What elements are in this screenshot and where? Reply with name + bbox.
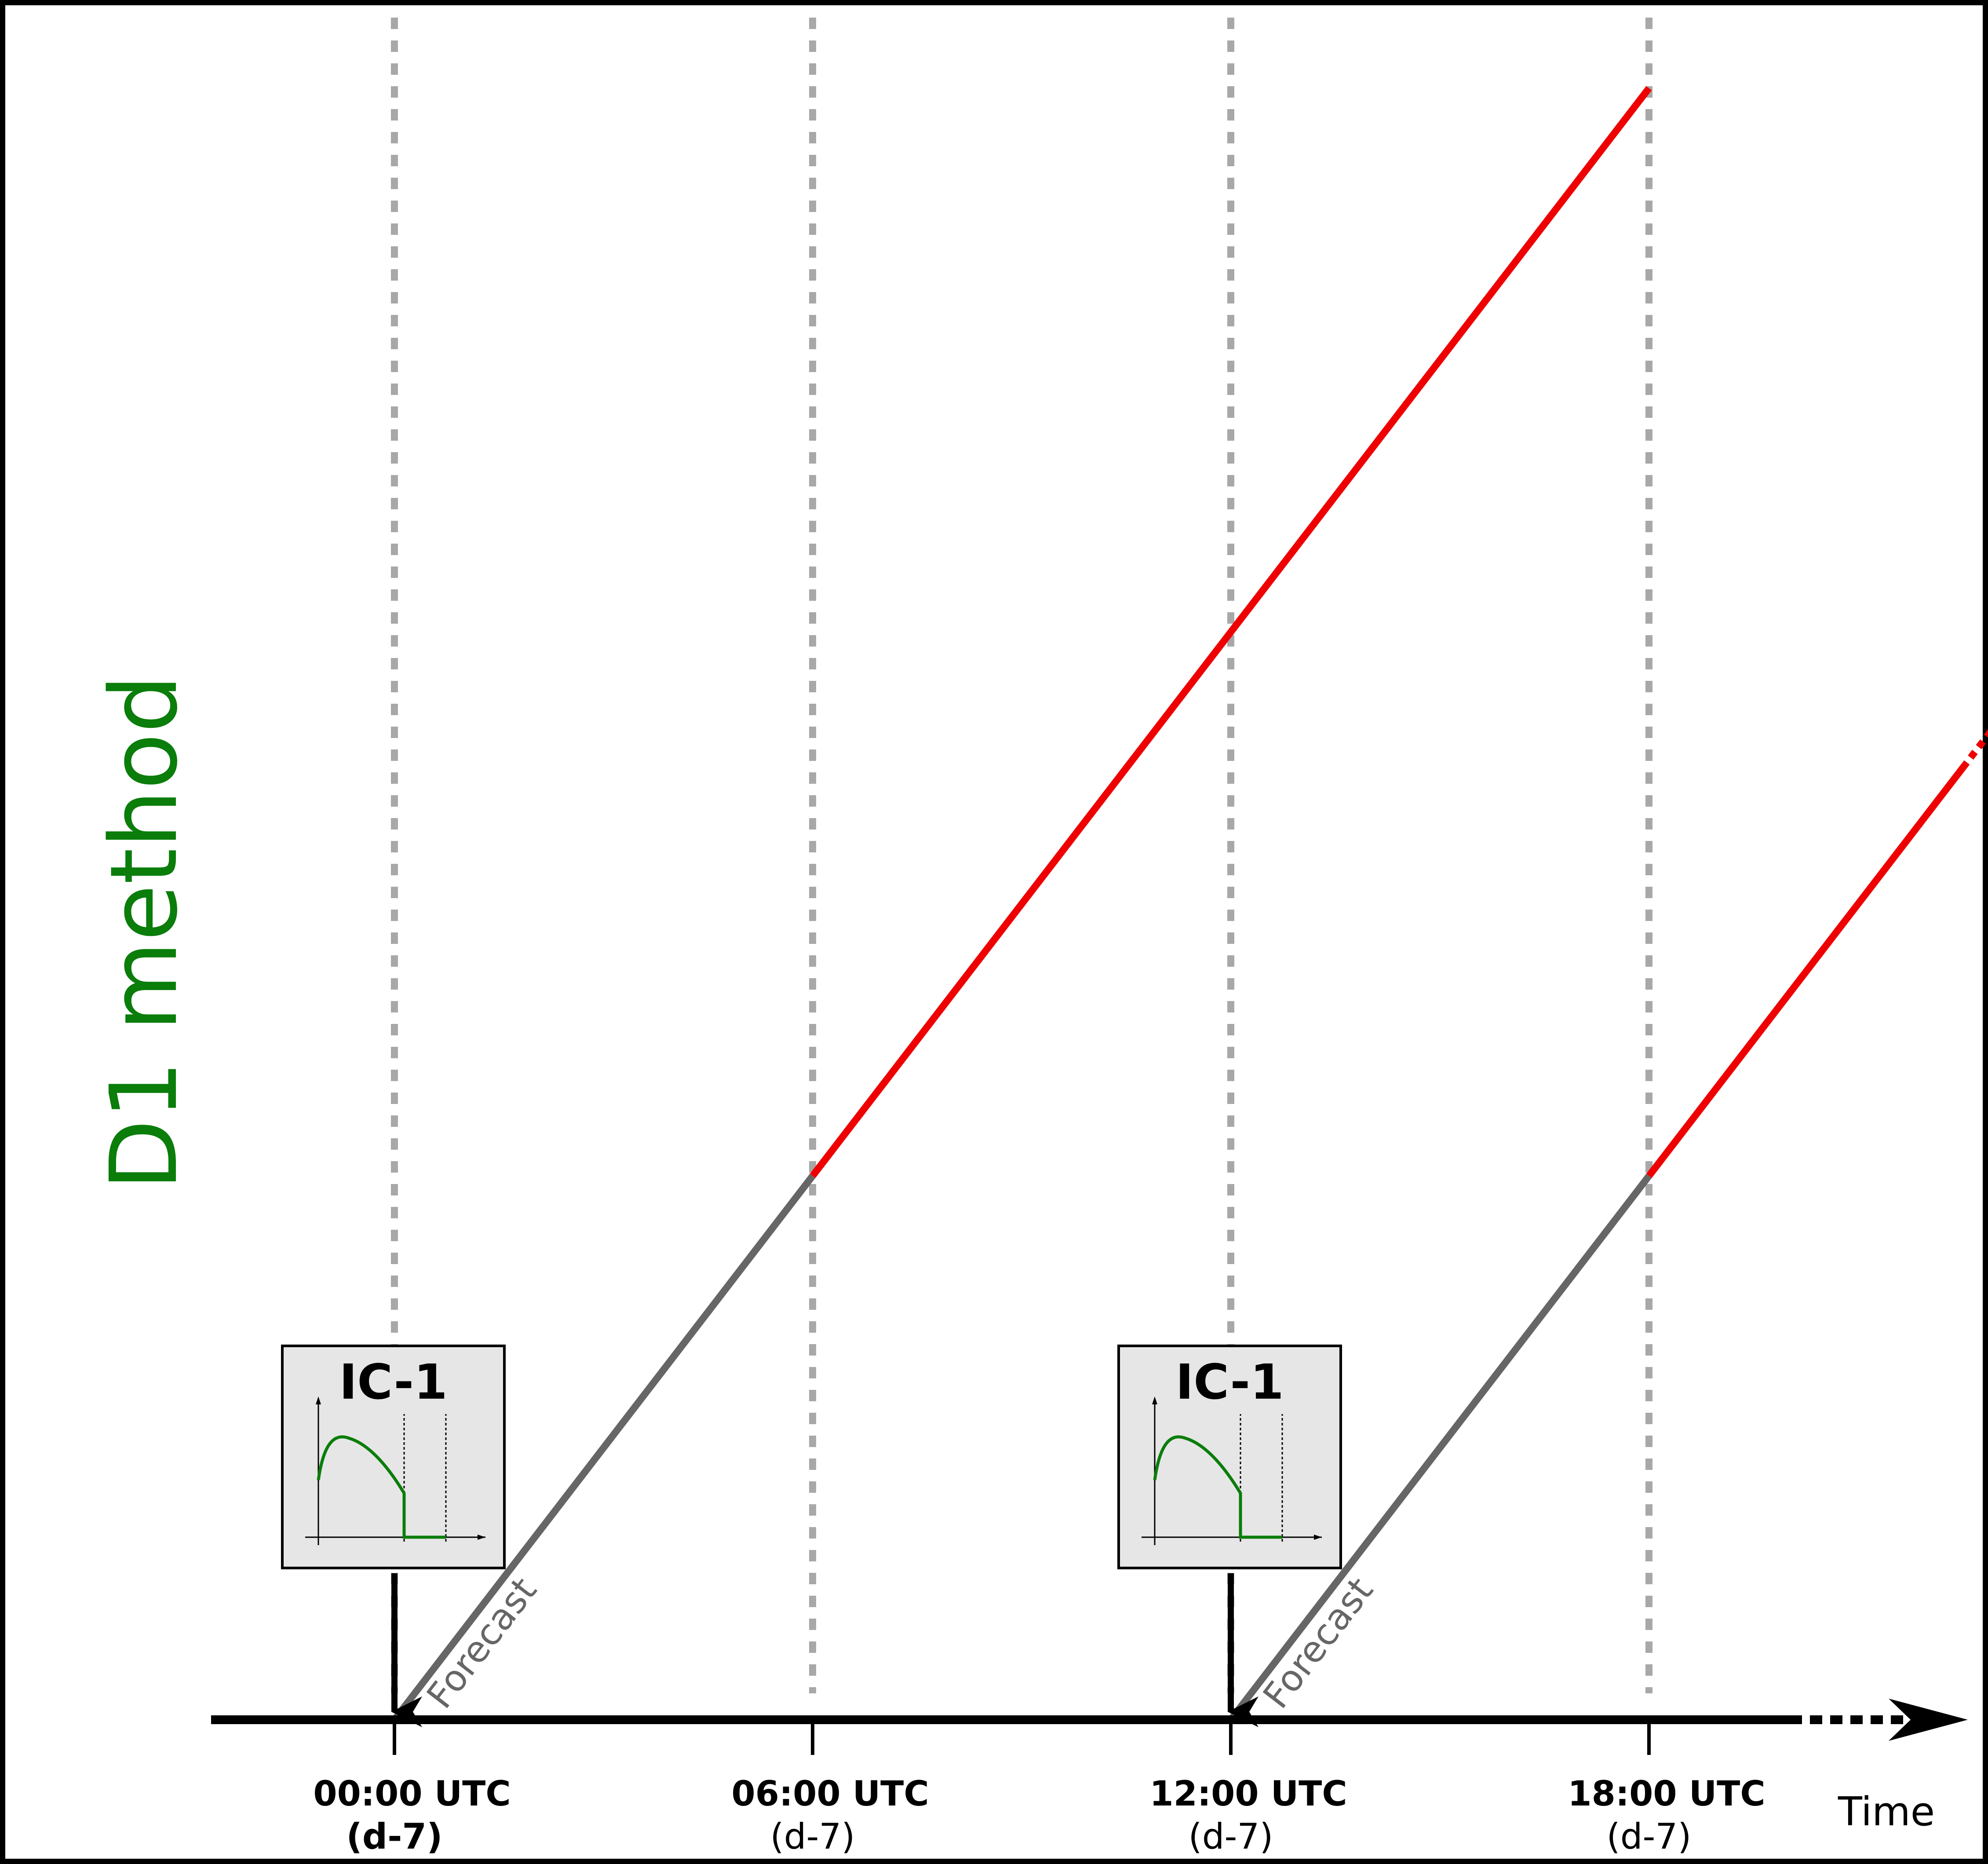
forecast-gray-segment: [1228, 1173, 1652, 1722]
forecast-trajectory: Forecast: [391, 86, 1652, 1722]
forecast-red-segment: [1646, 766, 1966, 1178]
ic-label: IC-1: [339, 1354, 447, 1410]
time-axis: Time: [211, 1699, 1968, 1835]
forecast-gray-segment: [391, 1173, 816, 1722]
initial-conditions: IC-1 IC-1: [281, 1345, 1342, 1727]
tick-label-time: 06:00 UTC: [731, 1774, 929, 1814]
ic-chart-icon: [1142, 1396, 1322, 1545]
tick-label-time: 18:00 UTC: [1568, 1774, 1765, 1814]
icon-x-arrow: [478, 1535, 485, 1540]
time-axis-label: Time: [1838, 1789, 1935, 1835]
ic-box: IC-1: [281, 1345, 506, 1569]
gridlines: [391, 18, 1652, 1693]
method-title: D1 method: [90, 674, 198, 1190]
tick-label-day: (d-7): [1189, 1816, 1273, 1857]
tick-label-day: (d-7): [770, 1816, 855, 1857]
forecast-label: Forecast: [1255, 1570, 1382, 1716]
time-axis-arrowhead: [1889, 1699, 1968, 1741]
forecast-label: Forecast: [419, 1570, 545, 1716]
ic-box-frame: [1117, 1345, 1342, 1569]
forecast-red-segment: [810, 86, 1652, 1178]
ic-label: IC-1: [1175, 1354, 1284, 1410]
icon-y-arrow: [1152, 1396, 1157, 1404]
tick-label-time: 12:00 UTC: [1149, 1774, 1347, 1814]
icon-y-arrow: [316, 1396, 321, 1404]
ic-box: IC-1: [1117, 1345, 1342, 1569]
tick-label-time: 00:00 UTC: [313, 1774, 511, 1814]
ic-box-frame: [281, 1345, 506, 1569]
icon-curve: [317, 1435, 446, 1539]
forecast-trajectory: Forecast: [1228, 729, 1988, 1722]
ic-chart-icon: [305, 1396, 485, 1545]
icon-x-arrow: [1314, 1535, 1322, 1540]
tick-label-day: (d-7): [346, 1816, 442, 1857]
tick-label-day: (d-7): [1607, 1816, 1692, 1857]
icon-curve: [1153, 1435, 1282, 1539]
time-ticks: 00:00 UTC(d-7)06:00 UTC(d-7)12:00 UTC(d-…: [313, 1722, 1765, 1857]
